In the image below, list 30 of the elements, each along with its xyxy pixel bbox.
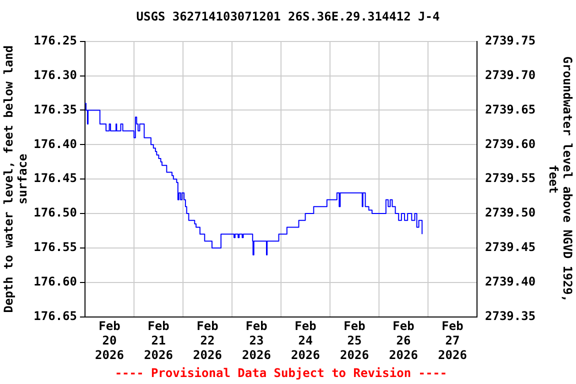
y2-tick-label: 2739.65 xyxy=(485,102,536,116)
x-tick-label: Feb 24 2026 xyxy=(291,319,320,362)
y-tick-label: 176.25 xyxy=(34,34,77,48)
x-tick-label: Feb 20 2026 xyxy=(95,319,124,362)
y2-tick-label: 2739.60 xyxy=(485,136,536,151)
y2-tick-label: 2739.35 xyxy=(485,308,536,323)
y2-axis-title: Groundwater level above NGVD 1929, feet xyxy=(546,56,575,302)
y-tick-label: 176.35 xyxy=(34,102,77,116)
text: ---- Provisional Data Subject to Revision ---- xyxy=(114,366,448,380)
x-tick-label: Feb 27 2026 xyxy=(438,319,467,362)
y2-tick-label: 2739.70 xyxy=(485,68,536,82)
x-tick-label: Feb 26 2026 xyxy=(389,319,418,362)
y-tick-label: 176.45 xyxy=(34,171,77,186)
y2-tick-label: 2739.40 xyxy=(485,274,536,288)
y2-tick-label: 2739.45 xyxy=(485,240,536,254)
y-tick-label: 176.55 xyxy=(34,240,77,254)
chart-title: USGS 362714103071201 26S.36E.29.314412 J-4 xyxy=(136,9,440,24)
y-tick-label: 176.60 xyxy=(34,274,77,288)
x-tick-label: Feb 23 2026 xyxy=(242,319,271,362)
y-tick-label: 176.40 xyxy=(34,136,77,151)
x-tick-label: Feb 25 2026 xyxy=(340,319,369,362)
x-tick-label: Feb 21 2026 xyxy=(144,319,173,362)
y2-tick-label: 2739.75 xyxy=(485,34,536,48)
y-tick-label: 176.50 xyxy=(34,206,77,220)
y2-tick-label: 2739.55 xyxy=(485,171,536,186)
y2-tick-label: 2739.50 xyxy=(485,206,536,220)
x-tick-label: Feb 22 2026 xyxy=(193,319,222,362)
y-tick-label: 176.30 xyxy=(34,68,77,82)
y-axis-title: Depth to water level, feet below land surface xyxy=(1,45,30,313)
y-tick-label: 176.65 xyxy=(34,308,77,323)
